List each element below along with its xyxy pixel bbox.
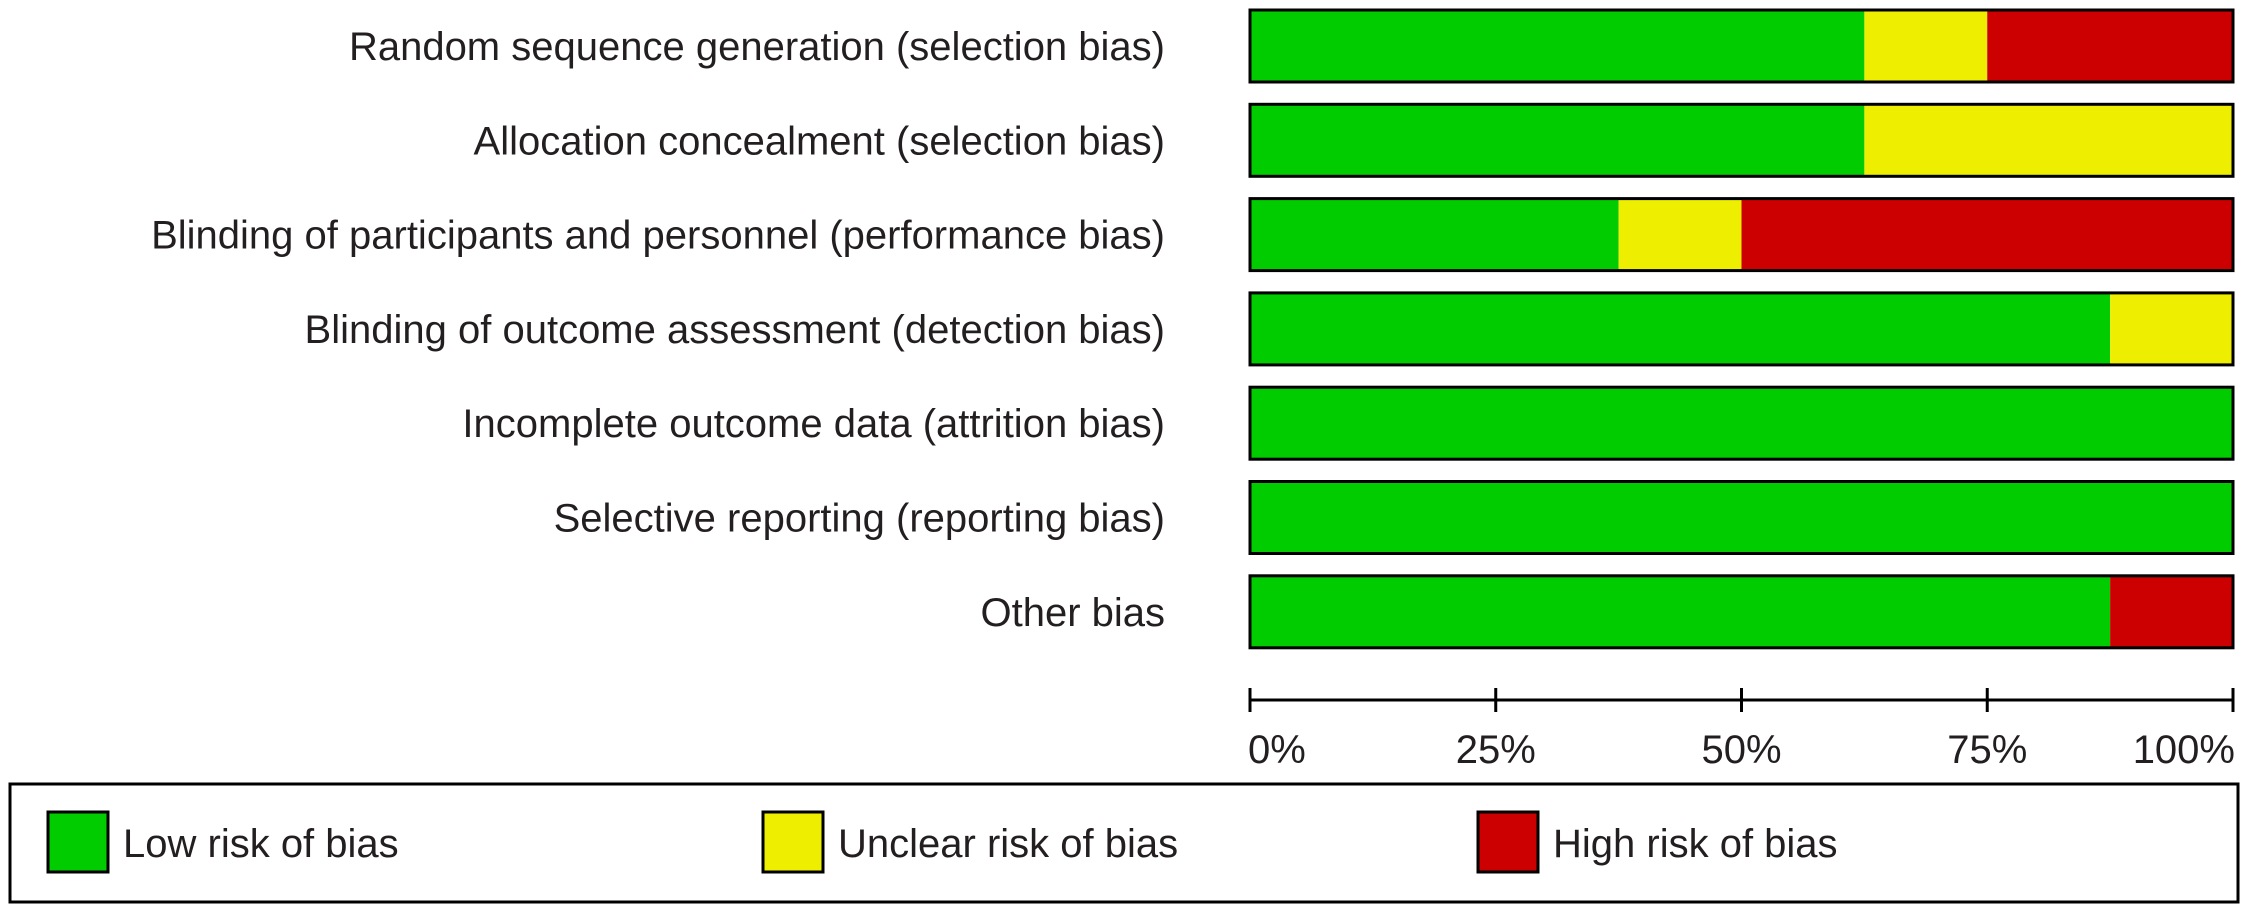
- bar-outline-6: [1248, 480, 2235, 555]
- bar-7-series-3: [2110, 575, 2233, 648]
- x-axis: 0% 25% 50% 75% 100%: [1248, 688, 2235, 772]
- bar-2-series-2: [1864, 104, 2233, 177]
- bar-2-series-1: [1250, 104, 1865, 177]
- bar-outline-4: [1248, 291, 2235, 367]
- legend-label-1: Low risk of bias: [123, 822, 399, 866]
- x-tick-label-1: 0%: [1248, 728, 1306, 772]
- bar-3-series-2: [1618, 198, 1742, 271]
- x-tick-label-3: 50%: [1701, 728, 1781, 772]
- bar-1-series-1: [1250, 10, 1865, 82]
- category-label-5: Incomplete outcome data (attrition bias): [462, 402, 1165, 446]
- bar-3-series-3: [1741, 198, 2233, 271]
- bar-6-series-1: [1250, 481, 2233, 554]
- bar-outline-3: [1248, 197, 2235, 273]
- bar-4-series-1: [1250, 292, 2111, 365]
- category-labels-group: Random sequence generation (selection bi…: [151, 25, 1165, 635]
- legend: Low risk of bias Unclear risk of bias High…: [8, 782, 2240, 904]
- x-tick-label-4: 75%: [1947, 728, 2027, 772]
- bar-1-series-2: [1864, 10, 1988, 82]
- bar-3-series-1: [1250, 198, 1619, 271]
- legend-label-2: Unclear risk of bias: [838, 822, 1178, 866]
- bar-outline-7: [1248, 574, 2235, 650]
- legend-swatch-1: [46, 810, 110, 874]
- bar-outline-1: [1248, 8, 2235, 84]
- legend-swatch-2: [761, 810, 825, 874]
- bars-group: [1248, 8, 2235, 650]
- category-label-4: Blinding of outcome assessment (detectio…: [305, 308, 1165, 352]
- legend-box: [8, 782, 2240, 904]
- category-label-7: Other bias: [980, 591, 1165, 635]
- category-label-3: Blinding of participants and personnel (…: [151, 214, 1165, 258]
- x-tick-label-2: 25%: [1456, 728, 1536, 772]
- category-label-2: Allocation concealment (selection bias): [474, 119, 1165, 163]
- bar-outline-2: [1248, 102, 2235, 178]
- category-label-6: Selective reporting (reporting bias): [554, 497, 1165, 541]
- bar-outline-5: [1248, 385, 2235, 461]
- category-label-1: Random sequence generation (selection bi…: [349, 25, 1165, 69]
- bar-5-series-1: [1250, 387, 2233, 460]
- bar-7-series-1: [1250, 575, 2111, 648]
- legend-label-3: High risk of bias: [1553, 822, 1838, 866]
- bar-4-series-2: [2110, 292, 2233, 365]
- x-tick-label-5: 100%: [2133, 728, 2235, 772]
- legend-swatch-3: [1476, 810, 1540, 874]
- bar-1-series-3: [1987, 10, 2233, 82]
